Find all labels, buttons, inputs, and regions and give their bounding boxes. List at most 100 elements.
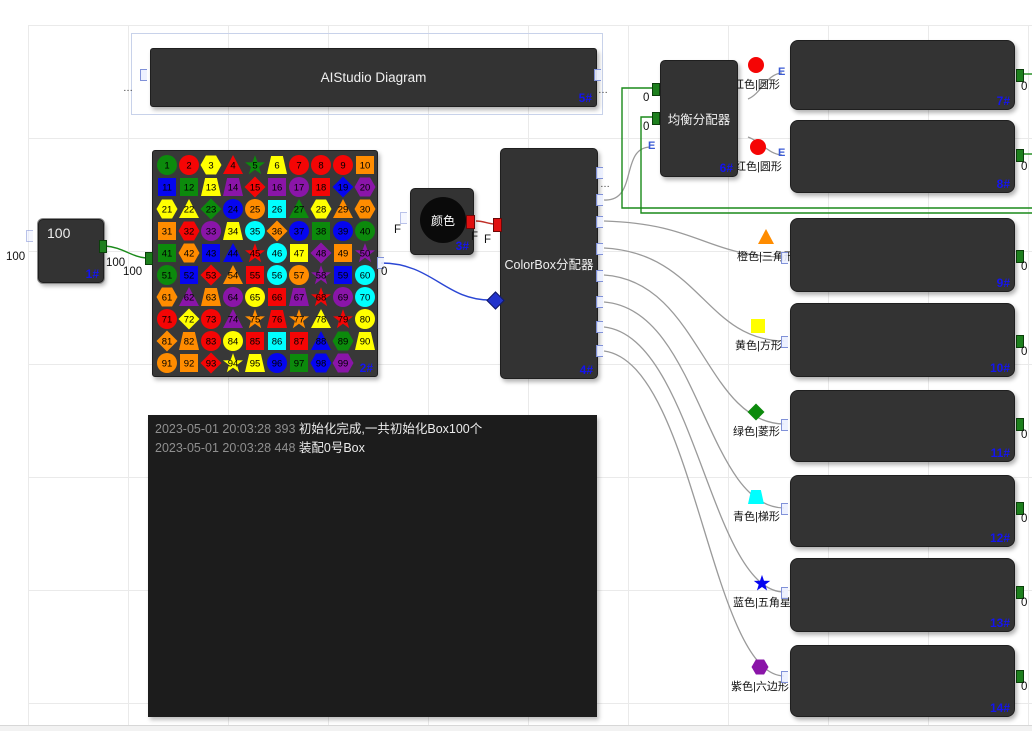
box-cell-23[interactable]: 23	[200, 198, 222, 220]
box-cell-45[interactable]: 45	[244, 242, 266, 264]
output-node-purple-hexagon[interactable]: 14#	[790, 645, 1015, 717]
box-cell-2[interactable]: 2	[178, 154, 200, 176]
box-cell-72[interactable]: 72	[178, 308, 200, 330]
box-cell-62[interactable]: 62	[178, 286, 200, 308]
box-cell-73[interactable]: 73	[200, 308, 222, 330]
box-cell-31[interactable]: 31	[156, 220, 178, 242]
box-cell-74[interactable]: 74	[222, 308, 244, 330]
box-cell-66[interactable]: 66	[266, 286, 288, 308]
port-out9-count[interactable]	[1016, 250, 1024, 263]
box-cell-53[interactable]: 53	[200, 264, 222, 286]
box-cell-40[interactable]: 40	[354, 220, 376, 242]
output-node-red-circle-2[interactable]: 8#	[790, 120, 1015, 193]
box-cell-96[interactable]: 96	[266, 352, 288, 374]
box-cell-21[interactable]: 21	[156, 198, 178, 220]
box-cell-46[interactable]: 46	[266, 242, 288, 264]
box-cell-98[interactable]: 98	[310, 352, 332, 374]
box-cell-89[interactable]: 89	[332, 330, 354, 352]
box-cell-22[interactable]: 22	[178, 198, 200, 220]
port-out13-count[interactable]	[1016, 586, 1024, 599]
box-cell-47[interactable]: 47	[288, 242, 310, 264]
title-node[interactable]: AIStudio Diagram 5#	[150, 48, 597, 107]
output-node-orange-triangle[interactable]: 9#	[790, 218, 1015, 292]
port-title-right[interactable]	[594, 69, 601, 81]
output-node-red-circle-1[interactable]: 7#	[790, 40, 1015, 110]
box-cell-14[interactable]: 14	[222, 176, 244, 198]
box-cell-26[interactable]: 26	[266, 198, 288, 220]
box-cell-32[interactable]: 32	[178, 220, 200, 242]
box-cell-1[interactable]: 1	[156, 154, 178, 176]
box-cell-52[interactable]: 52	[178, 264, 200, 286]
box-cell-69[interactable]: 69	[332, 286, 354, 308]
box-cell-27[interactable]: 27	[288, 198, 310, 220]
horizontal-scrollbar[interactable]	[0, 725, 1032, 731]
output-node-green-diamond[interactable]: 11#	[790, 390, 1015, 462]
box-cell-81[interactable]: 81	[156, 330, 178, 352]
box-cell-80[interactable]: 80	[354, 308, 376, 330]
box-cell-15[interactable]: 15	[244, 176, 266, 198]
box-cell-55[interactable]: 55	[244, 264, 266, 286]
box-cell-36[interactable]: 36	[266, 220, 288, 242]
box-cell-6[interactable]: 6	[266, 154, 288, 176]
port-balancer-in-1[interactable]	[652, 83, 660, 96]
box-cell-34[interactable]: 34	[222, 220, 244, 242]
port-count-left[interactable]	[26, 230, 33, 242]
box-cell-7[interactable]: 7	[288, 154, 310, 176]
box-cell-63[interactable]: 63	[200, 286, 222, 308]
port-out11-in[interactable]	[781, 419, 788, 431]
port-color-in[interactable]	[400, 212, 407, 224]
box-cell-25[interactable]: 25	[244, 198, 266, 220]
port-grid-out[interactable]	[377, 257, 384, 269]
box-cell-48[interactable]: 48	[310, 242, 332, 264]
box-cell-3[interactable]: 3	[200, 154, 222, 176]
port-colorbox-in-color[interactable]	[493, 218, 502, 232]
port-colorbox-out-1[interactable]	[596, 167, 603, 179]
box-grid-node[interactable]: 1 2 3 4 5 6 7 8 9 10 11 12 13 14 15 16 17 18 19 20 21 22 23 24 2…	[152, 150, 378, 377]
port-color-out[interactable]	[466, 215, 475, 229]
box-cell-50[interactable]: 50	[354, 242, 376, 264]
box-cell-90[interactable]: 90	[354, 330, 376, 352]
box-cell-38[interactable]: 38	[310, 220, 332, 242]
box-cell-54[interactable]: 54	[222, 264, 244, 286]
port-balancer-in-e[interactable]: E	[648, 140, 656, 152]
box-cell-51[interactable]: 51	[156, 264, 178, 286]
box-cell-29[interactable]: 29	[332, 198, 354, 220]
port-out12-count[interactable]	[1016, 502, 1024, 515]
box-cell-61[interactable]: 61	[156, 286, 178, 308]
box-cell-91[interactable]: 91	[156, 352, 178, 374]
output-node-cyan-trapezoid[interactable]: 12#	[790, 475, 1015, 547]
box-cell-42[interactable]: 42	[178, 242, 200, 264]
log-console[interactable]: 2023-05-01 20:03:28 393 初始化完成,一共初始化Box10…	[148, 415, 597, 717]
box-cell-9[interactable]: 9	[332, 154, 354, 176]
port-colorbox-out-6[interactable]	[596, 296, 603, 308]
box-cell-41[interactable]: 41	[156, 242, 178, 264]
box-cell-92[interactable]: 92	[178, 352, 200, 374]
box-cell-93[interactable]: 93	[200, 352, 222, 374]
box-cell-43[interactable]: 43	[200, 242, 222, 264]
box-cell-58[interactable]: 58	[310, 264, 332, 286]
box-cell-97[interactable]: 97	[288, 352, 310, 374]
port-colorbox-out-3[interactable]	[596, 216, 603, 228]
box-cell-44[interactable]: 44	[222, 242, 244, 264]
port-balancer-in-2[interactable]	[652, 112, 660, 125]
box-cell-82[interactable]: 82	[178, 330, 200, 352]
box-cell-30[interactable]: 30	[354, 198, 376, 220]
box-cell-37[interactable]: 37	[288, 220, 310, 242]
box-cell-88[interactable]: 88	[310, 330, 332, 352]
port-out14-count[interactable]	[1016, 670, 1024, 683]
box-cell-16[interactable]: 16	[266, 176, 288, 198]
box-cell-28[interactable]: 28	[310, 198, 332, 220]
box-cell-70[interactable]: 70	[354, 286, 376, 308]
balancer-node[interactable]: 均衡分配器 6#	[660, 60, 738, 177]
box-cell-95[interactable]: 95	[244, 352, 266, 374]
box-cell-68[interactable]: 68	[310, 286, 332, 308]
box-cell-49[interactable]: 49	[332, 242, 354, 264]
port-colorbox-out-8[interactable]	[596, 345, 603, 357]
box-cell-20[interactable]: 20	[354, 176, 376, 198]
port-out10-count[interactable]	[1016, 335, 1024, 348]
count-node[interactable]: 100 1#	[38, 219, 104, 283]
box-cell-35[interactable]: 35	[244, 220, 266, 242]
port-out7-in-e[interactable]: E	[778, 66, 786, 78]
box-cell-86[interactable]: 86	[266, 330, 288, 352]
box-cell-56[interactable]: 56	[266, 264, 288, 286]
